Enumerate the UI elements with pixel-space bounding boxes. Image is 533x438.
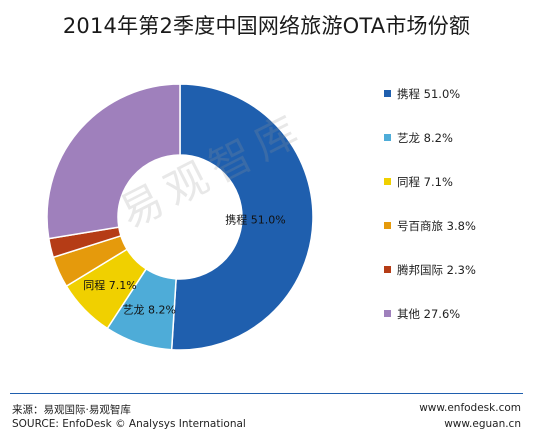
donut-slice-5: [46, 83, 181, 240]
legend-label-3: 号百商旅 3.8%: [397, 219, 476, 233]
legend-item-4: 腾邦国际 2.3%: [384, 262, 524, 306]
legend-swatch-0: [384, 90, 391, 97]
slice-data-label-1: 艺龙 8.2%: [123, 304, 176, 317]
legend-label-2: 同程 7.1%: [397, 175, 453, 189]
website-enfodesk: www.enfodesk.com: [419, 402, 521, 414]
source-en: SOURCE: EnfoDesk © Analysys Internationa…: [12, 418, 246, 430]
chart-title: 2014年第2季度中国网络旅游OTA市场份额: [62, 14, 471, 38]
legend-item-0: 携程 51.0%: [384, 86, 524, 130]
legend-label-4: 腾邦国际 2.3%: [397, 263, 476, 277]
slice-data-label-0: 携程 51.0%: [225, 212, 285, 226]
legend-item-1: 艺龙 8.2%: [384, 130, 524, 174]
legend-label-1: 艺龙 8.2%: [397, 131, 453, 145]
legend-item-3: 号百商旅 3.8%: [384, 218, 524, 262]
legend-swatch-3: [384, 222, 391, 229]
legend-swatch-1: [384, 134, 391, 141]
legend-swatch-5: [384, 310, 391, 317]
footer-divider: [10, 393, 523, 394]
legend-label-5: 其他 27.6%: [397, 307, 461, 321]
slice-data-label-2: 同程 7.1%: [83, 279, 136, 292]
legend-item-5: 其他 27.6%: [384, 306, 524, 350]
source-cn: 来源：易观国际·易观智库: [12, 404, 131, 416]
legend-swatch-2: [384, 178, 391, 185]
donut-slice-0: [170, 83, 314, 351]
legend-swatch-4: [384, 266, 391, 273]
chart-legend: 携程 51.0% 艺龙 8.2% 同程 7.1% 号百商旅 3.8% 腾邦国际 2.3%…: [384, 86, 524, 350]
legend-label-0: 携程 51.0%: [397, 87, 461, 101]
legend-item-2: 同程 7.1%: [384, 174, 524, 218]
website-eguan: www.eguan.cn: [444, 418, 521, 430]
